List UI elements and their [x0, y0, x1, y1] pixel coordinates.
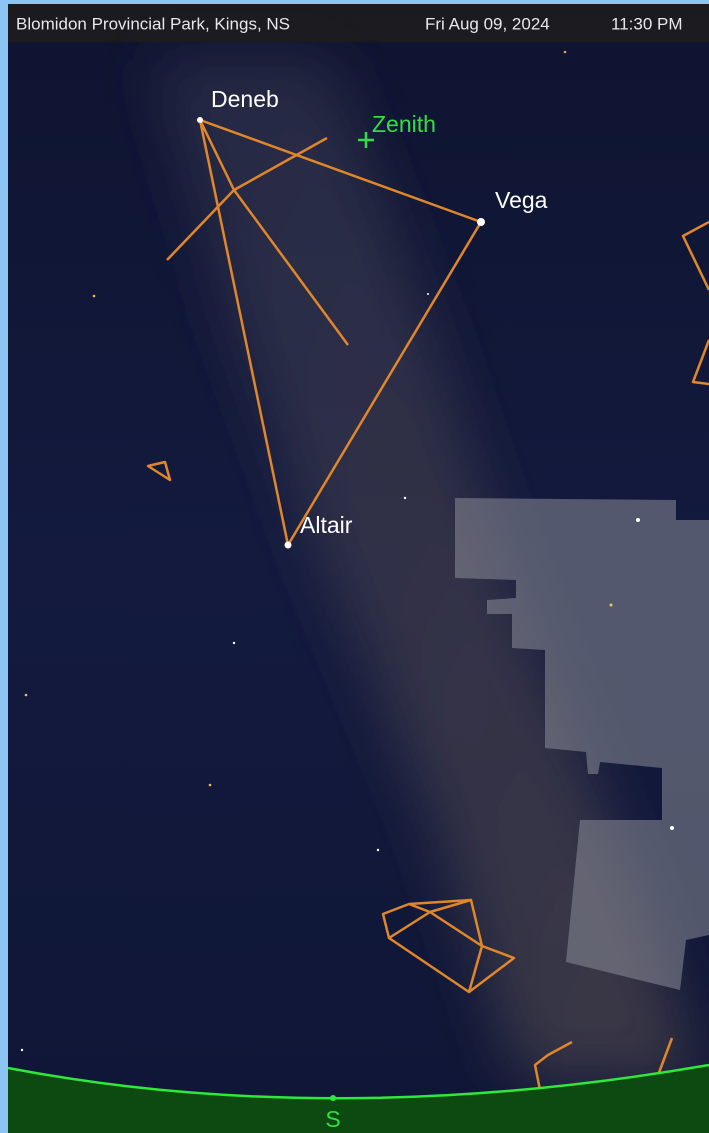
star [25, 694, 28, 697]
location-text[interactable]: Blomidon Provincial Park, Kings, NS [16, 14, 290, 33]
star [477, 218, 485, 226]
direction-marker [330, 1095, 336, 1101]
star [636, 518, 640, 522]
star [93, 295, 96, 298]
sky-map[interactable]: Deneb Vega Altair Zenith S Blomidon Prov… [8, 4, 709, 1133]
star [197, 117, 203, 123]
direction-label: S [325, 1106, 340, 1132]
star [610, 604, 613, 607]
page: Deneb Vega Altair Zenith S Blomidon Prov… [0, 0, 709, 1133]
star [21, 1049, 23, 1051]
star-label: Vega [495, 187, 548, 213]
star-label: Altair [300, 512, 353, 538]
star [233, 642, 235, 644]
time-text[interactable]: 11:30 PM [611, 14, 683, 33]
date-text[interactable]: Fri Aug 09, 2024 [425, 14, 550, 33]
star [564, 51, 567, 54]
star [427, 293, 429, 295]
star [377, 849, 379, 851]
star [404, 497, 406, 499]
sky-view: Deneb Vega Altair Zenith S Blomidon Prov… [8, 4, 709, 1133]
zenith-label: Zenith [372, 111, 436, 137]
star [209, 784, 212, 787]
star [285, 542, 292, 549]
star [670, 826, 674, 830]
star-label: Deneb [211, 86, 279, 112]
